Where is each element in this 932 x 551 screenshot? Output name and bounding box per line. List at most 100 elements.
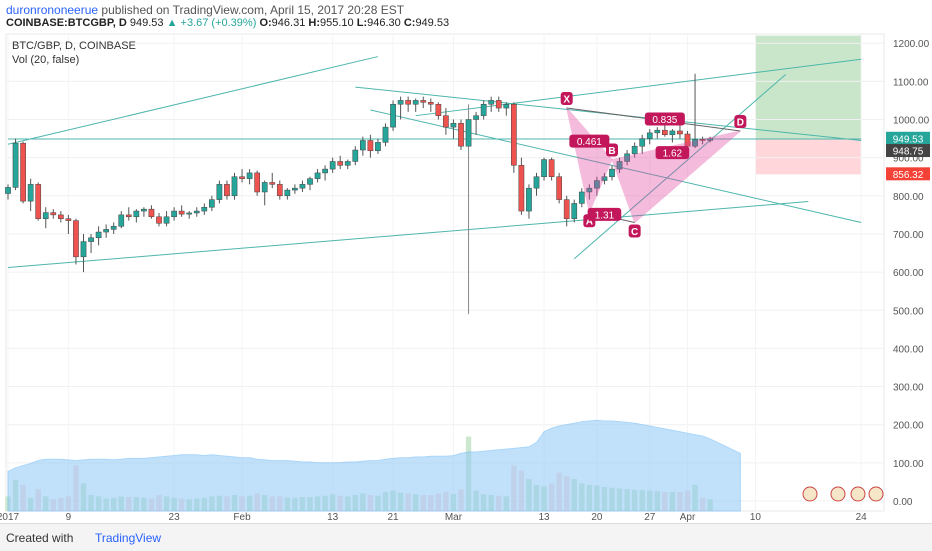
- tradingview-logo-link[interactable]: TradingView: [95, 531, 162, 545]
- x-tick-label: 13: [538, 512, 550, 522]
- uk-flag-icon[interactable]: [850, 486, 866, 502]
- x-tick-label: 9: [66, 512, 72, 522]
- candle-body: [571, 203, 578, 219]
- candle-body: [65, 218, 72, 221]
- candle-body: [209, 199, 215, 208]
- volume-ma-area: [7, 419, 741, 512]
- symbol-label: COINBASE:BTCGBP, D: [6, 17, 127, 29]
- candle-body: [465, 119, 472, 147]
- y-tick-label: 100.00: [893, 459, 924, 470]
- y-tick-label: 400.00: [893, 344, 924, 355]
- x-tick-label: 2017: [0, 512, 20, 522]
- trendline: [370, 109, 862, 223]
- pattern-point-label: C: [631, 227, 638, 238]
- y-tick-label: 800.00: [893, 192, 924, 203]
- candle-body: [427, 102, 434, 105]
- candle-body: [141, 208, 147, 212]
- candle-body: [110, 226, 117, 230]
- candle-body: [27, 184, 34, 202]
- pattern-point-marker: [606, 143, 618, 157]
- publish-info: duronrononeerue published on TradingView…: [6, 3, 404, 17]
- candle-body: [405, 100, 411, 105]
- candle-body: [314, 172, 321, 179]
- y-tick-label: 600.00: [893, 268, 924, 279]
- candle-body: [495, 100, 502, 109]
- candle-body: [171, 210, 177, 218]
- close-value: 949.53: [415, 17, 450, 29]
- x-tick-label: 13: [327, 512, 339, 522]
- candle-body: [20, 142, 26, 202]
- candle-body: [594, 180, 600, 189]
- candle-body: [654, 129, 661, 134]
- pattern-bcd-triangle: [611, 130, 741, 224]
- candle-body: [118, 214, 125, 227]
- change-value: ▲ +3.67 (+0.39%): [166, 17, 257, 29]
- candle-body: [601, 176, 608, 181]
- y-tick-label: 500.00: [893, 306, 924, 317]
- candle-body: [616, 161, 623, 170]
- candle-body: [239, 176, 245, 179]
- author-link[interactable]: duronrononeerue: [6, 3, 99, 17]
- candle-body: [586, 187, 593, 193]
- x-tick-label: 23: [169, 512, 181, 522]
- candle-body: [12, 142, 19, 188]
- candle-body: [533, 176, 540, 189]
- candle-body: [480, 103, 487, 116]
- candle-body: [420, 100, 427, 103]
- candle-body: [73, 220, 79, 258]
- y-tick-label: 0.00: [893, 497, 913, 508]
- candle-body: [133, 210, 140, 218]
- candle-body: [609, 168, 615, 177]
- y-tick-label: 300.00: [893, 383, 924, 394]
- uk-flag-icon[interactable]: [868, 486, 884, 502]
- price-chart[interactable]: X A B C D 0.835 0.461 1.62 1.31 1200.00 1100.00 10…: [0, 32, 932, 522]
- candle-body: [148, 208, 155, 218]
- price-label: 949.53: [893, 134, 924, 145]
- candle-body: [518, 165, 525, 212]
- candle-body: [261, 182, 268, 193]
- candle-body: [367, 140, 374, 152]
- legend-volume: Vol (20, false): [12, 54, 79, 66]
- candle-body: [125, 214, 132, 218]
- pattern-ratio-label: 1.31: [595, 210, 615, 221]
- pattern-point-label: B: [608, 146, 615, 157]
- candle-body: [624, 153, 630, 162]
- x-tick-label: Apr: [680, 512, 696, 522]
- pattern-ratio-badge: [587, 207, 622, 221]
- candle-body: [443, 115, 449, 128]
- published-text: published on TradingView.com, April 15, …: [101, 3, 405, 17]
- pattern-point-marker: [560, 92, 573, 106]
- y-tick-label: 700.00: [893, 230, 924, 241]
- candle-body: [269, 182, 276, 185]
- candle-body: [337, 161, 344, 166]
- pattern-point-label: A: [586, 217, 593, 228]
- candle-body: [276, 184, 283, 197]
- candle-body: [103, 229, 110, 233]
- y-tick-label: 1000.00: [893, 116, 930, 127]
- candle-body: [692, 139, 698, 147]
- candle-body: [5, 187, 11, 194]
- trendline: [7, 56, 379, 145]
- pattern-ratio-label: 0.461: [577, 137, 602, 148]
- price-label-box: [886, 167, 930, 181]
- y-tick-label: 200.00: [893, 421, 924, 432]
- candle-body: [307, 178, 313, 185]
- pattern-point-marker: [628, 224, 641, 238]
- candle-body: [563, 199, 570, 219]
- uk-flag-icon[interactable]: [802, 486, 818, 502]
- legend-title: BTC/GBP, D, COINBASE: [12, 40, 136, 52]
- trendline: [573, 74, 786, 260]
- uk-flag-icon[interactable]: [830, 486, 846, 502]
- price-label: 948.75: [893, 147, 924, 158]
- candle-body: [50, 212, 57, 216]
- pattern-xab-triangle: [565, 106, 613, 214]
- price-label-box: [886, 131, 930, 145]
- candle-body: [254, 172, 261, 193]
- candle-body: [35, 184, 42, 219]
- price-label: 856.32: [893, 170, 924, 181]
- candle-body: [329, 161, 336, 170]
- candle-body: [541, 159, 547, 177]
- pattern-ratio-badge: [655, 146, 690, 160]
- candle-body: [662, 129, 668, 136]
- candle-body: [95, 231, 102, 239]
